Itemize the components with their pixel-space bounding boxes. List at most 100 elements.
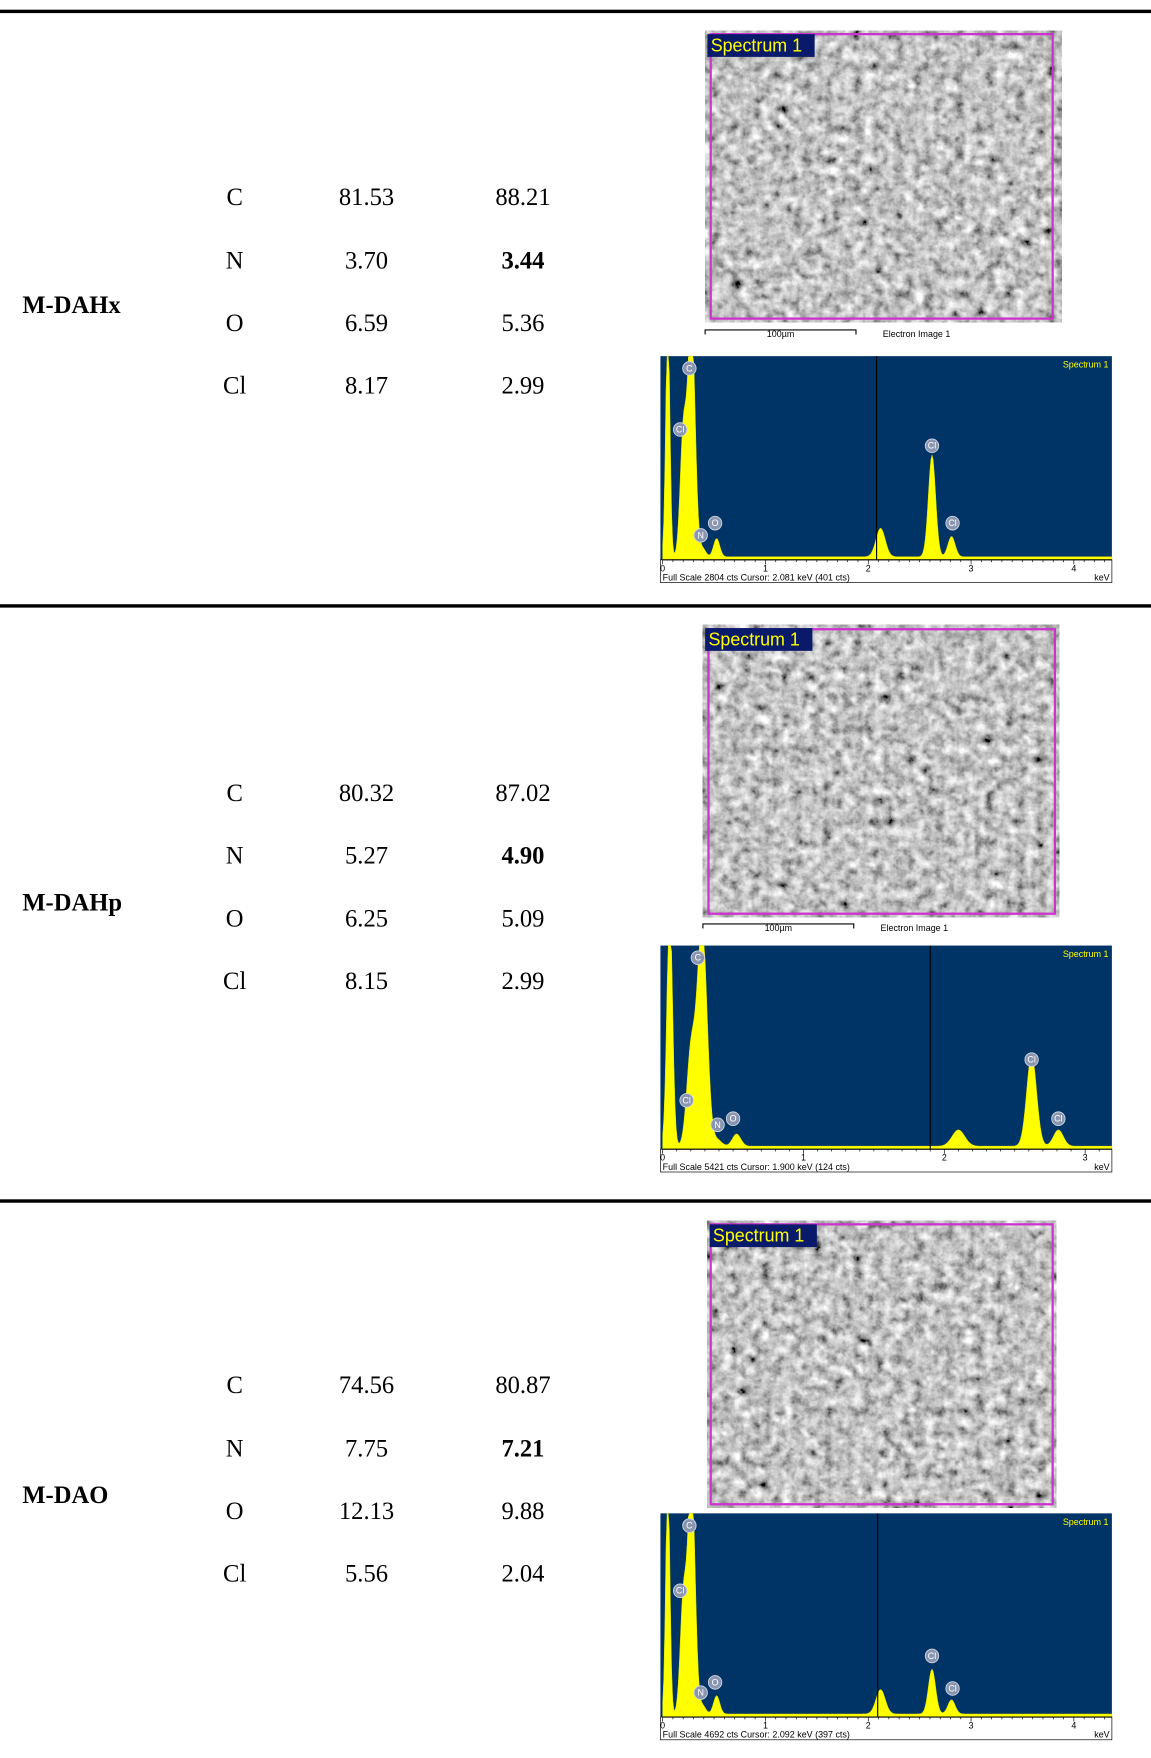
peak-marker bbox=[924, 1648, 940, 1664]
image-label: Spectrum 1 bbox=[713, 1226, 804, 1246]
peak-marker bbox=[682, 361, 697, 376]
spectrum-unit: keV bbox=[1094, 1162, 1109, 1172]
axis-tick-label: 4 bbox=[1071, 1720, 1076, 1730]
peak-label: Cl bbox=[928, 1651, 936, 1661]
peak-label: Cl bbox=[676, 1586, 684, 1596]
axis-tick-label: 2 bbox=[866, 563, 871, 573]
peak-marker bbox=[725, 1111, 741, 1126]
spectrum-trace bbox=[662, 1513, 1113, 1718]
value: 8.15 bbox=[345, 968, 388, 995]
row-rule bbox=[0, 604, 1151, 608]
peak-label: O bbox=[712, 1677, 719, 1687]
spectrum-footer: Full Scale 4692 cts Cursor: 2.092 keV (3… bbox=[663, 1730, 850, 1740]
peak-marker bbox=[690, 950, 706, 966]
axis-tick-label: 1 bbox=[763, 1720, 768, 1730]
image-label-bg bbox=[707, 34, 815, 57]
spectrum-unit: keV bbox=[1094, 1730, 1109, 1740]
spectrum-unit: keV bbox=[1094, 572, 1109, 582]
axis-tick-label: 4 bbox=[1071, 563, 1076, 573]
image-label-bg bbox=[705, 628, 813, 651]
image-label-bg bbox=[709, 1224, 817, 1248]
axis-tick-label: 3 bbox=[1083, 1153, 1088, 1163]
image-caption: Electron Image 1 bbox=[883, 329, 951, 339]
spectrum-bg bbox=[660, 1513, 1112, 1718]
element-symbol: N bbox=[226, 247, 244, 274]
element-symbol: C bbox=[226, 184, 242, 211]
value: 2.99 bbox=[501, 968, 544, 995]
value: 5.56 bbox=[345, 1560, 388, 1587]
axis-tick-label: 2 bbox=[866, 1720, 871, 1730]
axis-tick-label: 1 bbox=[763, 563, 768, 573]
element-symbol: O bbox=[226, 1498, 244, 1525]
scale-bar-label: 100µm bbox=[765, 923, 792, 933]
peak-marker bbox=[924, 438, 940, 454]
peak-label: Cl bbox=[682, 1095, 690, 1105]
value: 4.90 bbox=[501, 842, 544, 869]
peak-marker bbox=[672, 1583, 688, 1599]
value: 88.21 bbox=[495, 184, 550, 211]
peak-label: N bbox=[697, 530, 703, 540]
value: 8.17 bbox=[345, 373, 388, 400]
sample-name: M-DAHx bbox=[22, 292, 121, 319]
peak-label: O bbox=[712, 518, 719, 528]
value: 5.27 bbox=[345, 842, 388, 869]
element-symbol: C bbox=[226, 780, 242, 807]
spectrum-title: Spectrum 1 bbox=[1063, 1517, 1109, 1527]
top-rule bbox=[0, 9, 1151, 14]
spectrum-trace bbox=[662, 945, 1113, 1150]
peak-marker bbox=[1051, 1111, 1066, 1126]
sample-name: M-DAHp bbox=[22, 889, 122, 916]
peak-marker bbox=[682, 1518, 697, 1533]
axis-tick-label: 0 bbox=[660, 563, 665, 573]
axis-tick-label: 3 bbox=[969, 563, 974, 573]
image-label: Spectrum 1 bbox=[711, 35, 802, 55]
peak-marker bbox=[707, 515, 723, 531]
axis-tick-label: 2 bbox=[942, 1153, 947, 1163]
spectrum-title: Spectrum 1 bbox=[1063, 949, 1109, 959]
peak-marker bbox=[679, 1093, 694, 1108]
image-caption: Electron Image 1 bbox=[881, 923, 949, 933]
peak-marker bbox=[945, 515, 960, 531]
peak-label: Cl bbox=[948, 1683, 956, 1693]
element-symbol: N bbox=[226, 1435, 244, 1462]
value: 2.99 bbox=[501, 373, 544, 400]
value: 9.88 bbox=[501, 1498, 544, 1525]
element-symbol: Cl bbox=[223, 1560, 246, 1587]
element-symbol: Cl bbox=[223, 373, 246, 400]
sem-image bbox=[707, 1220, 1057, 1508]
scale-bar bbox=[704, 329, 857, 335]
peak-label: Cl bbox=[1027, 1055, 1035, 1065]
sem-image bbox=[705, 30, 1062, 323]
value: 12.13 bbox=[339, 1498, 394, 1525]
value: 2.04 bbox=[501, 1560, 545, 1587]
axis-tick-label: 1 bbox=[801, 1153, 806, 1163]
sample-name: M-DAO bbox=[22, 1482, 108, 1509]
sem-image bbox=[702, 624, 1060, 918]
peak-label: Cl bbox=[928, 441, 936, 451]
spectrum-footer: Full Scale 5421 cts Cursor: 1.900 keV (1… bbox=[663, 1162, 850, 1172]
value: 7.21 bbox=[501, 1435, 544, 1462]
scale-bar-label: 100µm bbox=[767, 329, 794, 339]
peak-label: Cl bbox=[1054, 1114, 1062, 1124]
value: 80.32 bbox=[339, 780, 394, 807]
element-symbol: O bbox=[226, 310, 244, 337]
peak-marker bbox=[945, 1681, 960, 1696]
value: 6.59 bbox=[345, 310, 388, 337]
scale-bar bbox=[702, 923, 855, 929]
spectrum-footer: Full Scale 2804 cts Cursor: 2.081 keV (4… bbox=[663, 572, 850, 582]
peak-marker bbox=[693, 528, 708, 543]
value: 7.75 bbox=[345, 1435, 388, 1462]
value: 3.70 bbox=[345, 247, 388, 274]
axis-tick-label: 0 bbox=[660, 1153, 665, 1163]
spectrum-title: Spectrum 1 bbox=[1063, 360, 1109, 370]
peak-label: O bbox=[730, 1114, 737, 1124]
value: 87.02 bbox=[495, 780, 550, 807]
peak-label: C bbox=[695, 953, 702, 963]
peak-label: N bbox=[714, 1120, 720, 1130]
value: 74.56 bbox=[339, 1372, 394, 1399]
peak-label: C bbox=[686, 1520, 693, 1530]
spectrum-region bbox=[707, 628, 1057, 915]
peak-label: C bbox=[686, 363, 693, 373]
